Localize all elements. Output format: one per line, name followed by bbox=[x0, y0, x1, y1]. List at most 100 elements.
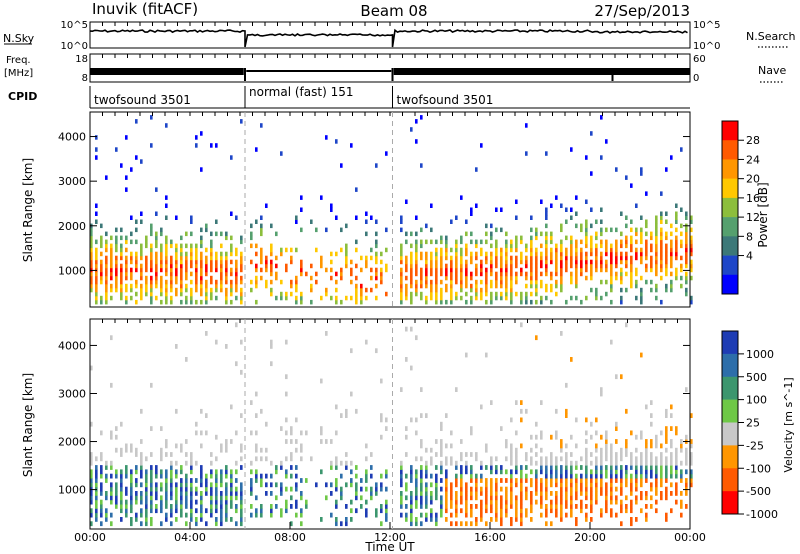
velocity-cell bbox=[440, 478, 443, 483]
power-cell bbox=[145, 259, 148, 265]
velocity-cell bbox=[510, 473, 513, 479]
velocity-cell bbox=[140, 456, 143, 462]
velocity-cell bbox=[660, 482, 663, 488]
power-cell bbox=[480, 247, 483, 253]
velocity-cell bbox=[575, 486, 578, 492]
velocity-cell bbox=[215, 499, 218, 505]
power-cell bbox=[165, 299, 168, 305]
velocity-cell bbox=[510, 478, 513, 483]
velocity-cell bbox=[150, 517, 153, 522]
velocity-cell bbox=[670, 426, 673, 431]
velocity-cell bbox=[90, 365, 93, 371]
power-cell bbox=[545, 223, 548, 229]
velocity-cell bbox=[555, 434, 558, 440]
power-cell bbox=[580, 267, 583, 273]
velocity-cell bbox=[505, 499, 508, 505]
power-cell bbox=[680, 263, 683, 269]
velocity-cell bbox=[565, 504, 568, 509]
power-cell bbox=[620, 239, 623, 245]
velocity-cell bbox=[515, 456, 518, 462]
power-cell bbox=[185, 287, 188, 293]
velocity-cell bbox=[670, 482, 673, 488]
power-cell bbox=[170, 263, 173, 269]
velocity-cell bbox=[590, 486, 593, 492]
power-cell bbox=[400, 243, 403, 249]
velocity-cell bbox=[415, 521, 418, 527]
power-cell bbox=[135, 227, 138, 233]
power-cell bbox=[150, 275, 153, 281]
velocity-cell bbox=[375, 512, 378, 518]
power-cell bbox=[180, 267, 183, 273]
velocity-cell bbox=[335, 460, 338, 466]
velocity-cell bbox=[525, 486, 528, 492]
velocity-cell bbox=[635, 434, 638, 440]
velocity-cell bbox=[420, 521, 423, 527]
power-cell bbox=[670, 239, 673, 245]
power-cell bbox=[230, 259, 233, 265]
velocity-cell bbox=[445, 469, 448, 475]
velocity-cell bbox=[190, 508, 193, 514]
velocity-cell bbox=[515, 460, 518, 466]
freq-panel: 18 8 Freq. [MHz] 60 0 Nave bbox=[4, 53, 786, 84]
velocity-cell bbox=[625, 478, 628, 483]
power-cell bbox=[140, 275, 143, 281]
velocity-cell bbox=[260, 473, 263, 479]
velocity-cell bbox=[540, 486, 543, 492]
velocity-cell bbox=[680, 491, 683, 496]
velocity-cell bbox=[520, 517, 523, 522]
velocity-cell bbox=[285, 339, 288, 345]
velocity-cell bbox=[540, 491, 543, 496]
velocity-cell bbox=[470, 426, 473, 431]
power-cell bbox=[220, 267, 223, 273]
power-cell bbox=[675, 255, 678, 261]
velocity-cell bbox=[270, 460, 273, 466]
velocity-cell bbox=[515, 478, 518, 483]
velocity-cell bbox=[125, 508, 128, 514]
power-cell bbox=[95, 203, 98, 208]
power-cell bbox=[640, 295, 643, 301]
velocity-cell bbox=[275, 469, 278, 475]
velocity-cell bbox=[450, 499, 453, 505]
power-cell bbox=[205, 259, 208, 265]
velocity-cell bbox=[690, 482, 693, 488]
power-cell bbox=[635, 227, 638, 233]
velocity-cell bbox=[625, 482, 628, 488]
velocity-cell bbox=[670, 491, 673, 496]
power-cell bbox=[440, 271, 443, 277]
power-cell bbox=[95, 283, 98, 289]
velocity-cell bbox=[470, 504, 473, 509]
velocity-cell bbox=[220, 508, 223, 514]
power-cell bbox=[110, 267, 113, 273]
velocity-cell bbox=[215, 521, 218, 527]
nsky-trace bbox=[89, 28, 688, 48]
power-cell bbox=[370, 247, 373, 253]
velocity-cell bbox=[180, 478, 183, 483]
power-cell bbox=[650, 235, 653, 241]
velocity-cell bbox=[190, 499, 193, 505]
power-cell bbox=[420, 227, 423, 233]
velocity-cell bbox=[115, 499, 118, 505]
power-cell bbox=[485, 255, 488, 261]
power-cell bbox=[265, 255, 268, 261]
velocity-cell bbox=[95, 508, 98, 514]
velocity-cell bbox=[285, 391, 288, 397]
velocity-cell bbox=[585, 417, 588, 423]
power-cell bbox=[280, 247, 283, 253]
velocity-cell bbox=[585, 512, 588, 518]
power-ytick-label: 2000 bbox=[58, 220, 86, 233]
velocity-cell bbox=[635, 495, 638, 501]
velocity-cell bbox=[570, 460, 573, 466]
power-cell bbox=[405, 255, 408, 261]
velocity-cell bbox=[495, 478, 498, 483]
velocity-cell bbox=[225, 447, 228, 453]
power-cell bbox=[155, 279, 158, 285]
power-cell bbox=[225, 279, 228, 285]
velocity-cell bbox=[200, 495, 203, 501]
velocity-cell bbox=[645, 504, 648, 509]
velocity-cell bbox=[440, 486, 443, 492]
velocity-cell bbox=[655, 478, 658, 483]
velocity-cell bbox=[575, 504, 578, 509]
power-cell bbox=[605, 227, 608, 233]
velocity-cell bbox=[165, 469, 168, 475]
